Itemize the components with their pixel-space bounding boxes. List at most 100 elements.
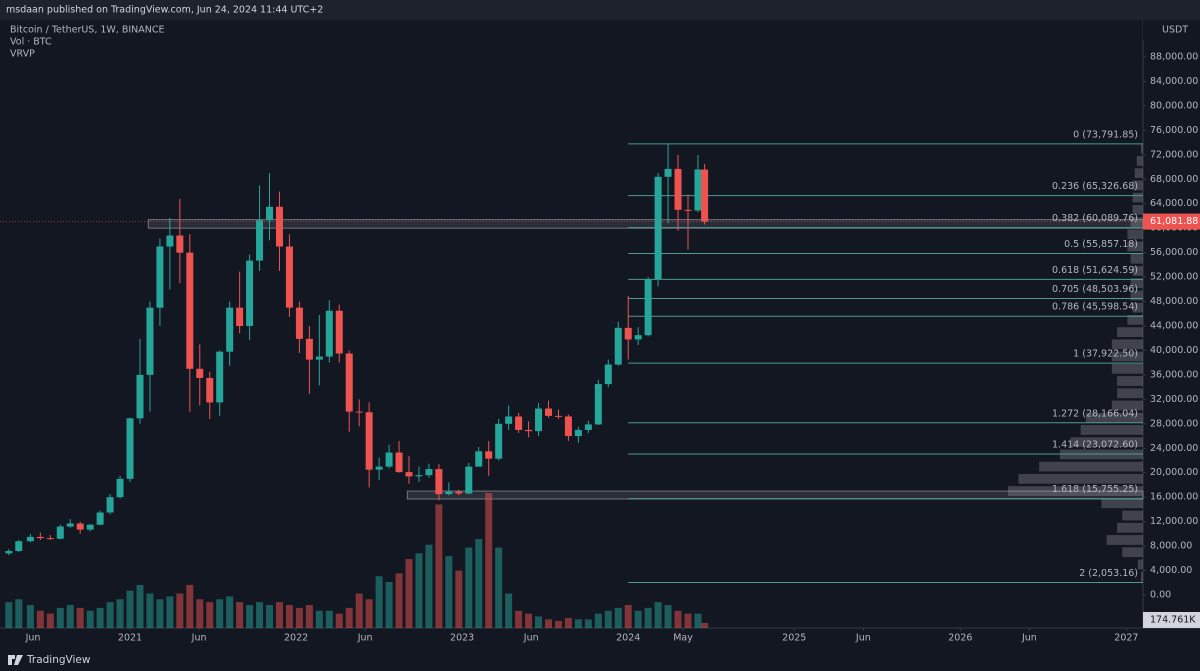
volume-bar — [564, 617, 572, 628]
x-tick-label: 2021 — [118, 633, 142, 644]
candle-body — [226, 307, 234, 352]
profile-bar — [1132, 266, 1143, 276]
volume-bar — [15, 599, 23, 628]
profile-bar — [1130, 253, 1143, 264]
candle-body — [554, 415, 562, 417]
candle-body — [385, 452, 393, 467]
profile-bar — [1140, 571, 1143, 582]
fib-label: 0.236 (65,326.68) — [1052, 181, 1138, 192]
volume-label: 174.761K — [1150, 615, 1196, 626]
volume-bar — [644, 607, 652, 628]
candle-body — [305, 338, 313, 360]
volume-label-box — [1143, 612, 1200, 628]
profile-bar — [1122, 547, 1143, 558]
candle-body — [405, 472, 413, 477]
volume-bar — [56, 607, 64, 628]
x-tick-label: 2023 — [450, 633, 474, 644]
volume-bar — [375, 576, 383, 628]
fib-label: 0 (73,791.85) — [1073, 129, 1138, 140]
x-tick-label: 2025 — [782, 633, 806, 644]
candle-body — [86, 524, 94, 530]
y-tick-label: 64,000.00 — [1150, 198, 1198, 209]
candle-body — [36, 536, 44, 539]
volume-bar — [345, 607, 353, 628]
candle-body — [275, 206, 283, 247]
candle-body — [156, 246, 164, 308]
volume-bar — [106, 602, 114, 628]
footer-bar — [0, 648, 1200, 671]
volume-bar — [66, 605, 74, 628]
candle-body — [694, 169, 702, 211]
profile-bar — [1117, 376, 1143, 386]
profile-bar — [1080, 425, 1143, 435]
volume-bar — [545, 619, 553, 628]
candle-body — [26, 536, 34, 542]
profile-bar — [1132, 180, 1143, 191]
x-tick-label: 2022 — [284, 633, 308, 644]
currency-box — [1143, 20, 1200, 40]
candle-body — [196, 368, 204, 378]
candle-body — [445, 491, 453, 495]
fib-label: 1.618 (15,755.25) — [1052, 484, 1138, 495]
candle-body — [206, 377, 214, 403]
volume-bar — [146, 593, 154, 628]
candle-body — [375, 466, 383, 470]
volume-bar — [515, 610, 523, 628]
profile-bar — [1106, 535, 1143, 545]
volume-bar — [535, 616, 543, 628]
volume-bar — [216, 599, 224, 628]
candle-body — [96, 512, 104, 525]
profile-bar — [1137, 559, 1143, 570]
y-tick-label: 80,000.00 — [1150, 100, 1198, 111]
y-tick-label: 88,000.00 — [1150, 52, 1198, 63]
candle-body — [584, 424, 592, 430]
volume-bar — [86, 610, 94, 628]
profile-bar — [1127, 241, 1143, 252]
volume-bar — [305, 605, 313, 628]
candle-body — [256, 220, 264, 261]
candle-body — [435, 469, 443, 495]
y-tick-label: 56,000.00 — [1150, 247, 1198, 258]
candle-body — [624, 327, 632, 340]
volume-bar — [186, 584, 194, 628]
profile-bar — [1130, 290, 1143, 301]
zone — [406, 490, 1144, 500]
volume-bar — [604, 610, 612, 628]
candle-body — [545, 408, 553, 416]
volume-bar — [574, 619, 582, 628]
volume-bar — [156, 599, 164, 628]
fib-label: 0.786 (45,598.54) — [1052, 302, 1138, 313]
y-tick-label: 8,000.00 — [1150, 541, 1192, 552]
candle-body — [325, 310, 333, 357]
candle-body — [236, 307, 244, 326]
volume-bar — [76, 607, 84, 628]
legend-line: Bitcoin / TetherUS, 1W, BINANCE — [10, 25, 165, 36]
y-tick-label: 44,000.00 — [1150, 321, 1198, 332]
candle-body — [505, 416, 513, 424]
candle-body — [701, 169, 709, 222]
candle-body — [455, 491, 463, 494]
candle-body — [495, 423, 503, 459]
volume-bar — [664, 605, 672, 628]
candle-body — [415, 475, 423, 477]
candle-body — [525, 429, 533, 432]
y-tick-label: 28,000.00 — [1150, 418, 1198, 429]
candle-body — [634, 335, 642, 340]
currency: USDT — [1162, 25, 1188, 36]
volume-bar — [236, 602, 244, 628]
y-tick-label: 0.00 — [1150, 590, 1171, 601]
candle-body — [564, 416, 572, 437]
volume-bar — [196, 599, 204, 628]
volume-bar — [425, 544, 433, 628]
candle-body — [246, 260, 254, 326]
volume-bar — [285, 605, 293, 628]
last-price-box — [1143, 213, 1200, 230]
candle-body — [15, 541, 23, 551]
profile-bar — [1132, 192, 1143, 203]
candle-body — [266, 206, 274, 221]
volume-bar — [465, 547, 473, 628]
candle-body — [664, 168, 672, 177]
x-tick-label: 2024 — [616, 633, 640, 644]
